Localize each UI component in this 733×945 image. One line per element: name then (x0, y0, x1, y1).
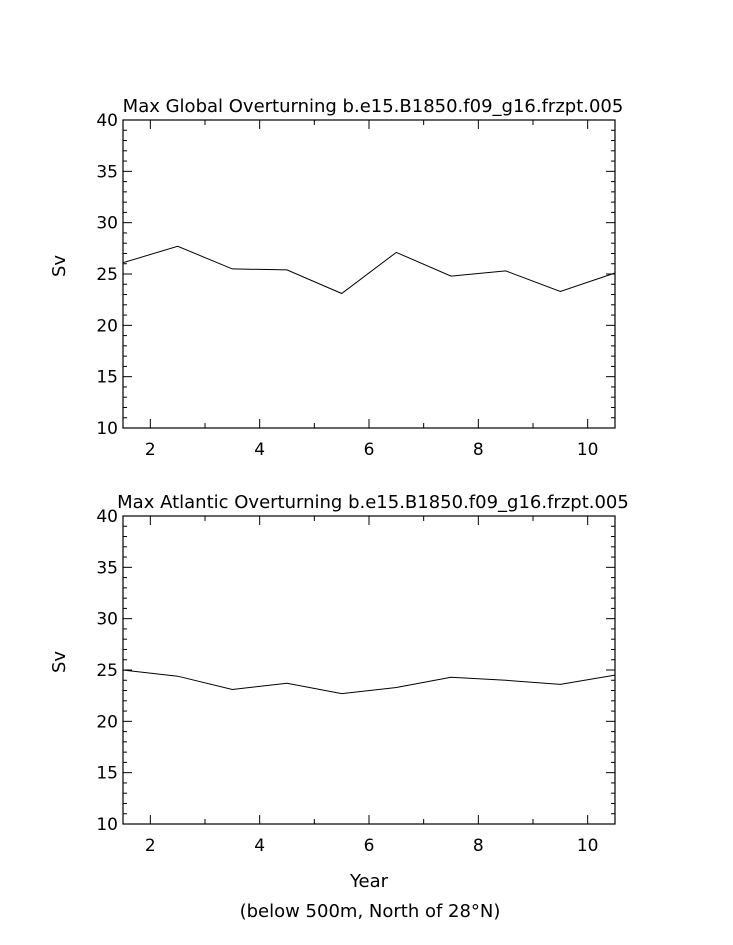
plot-frame (122, 119, 616, 429)
x-tick-label: 2 (145, 440, 156, 460)
series-line (122, 245, 616, 295)
x-tick-label: 8 (473, 836, 484, 856)
x-tick-label: 6 (364, 440, 375, 460)
chart-title: Max Atlantic Overturning b.e15.B1850.f09… (117, 492, 629, 513)
y-tick-label: 15 (96, 764, 118, 784)
x-tick-label: 10 (577, 836, 599, 856)
x-tick-label: 6 (364, 836, 375, 856)
footer-note: (below 500m, North of 28°N) (240, 901, 501, 922)
y-axis-label: Sv (49, 255, 70, 277)
plot-frame (122, 515, 616, 825)
y-tick-label: 20 (96, 712, 118, 732)
y-axis-label: Sv (49, 651, 70, 673)
y-tick-label: 10 (96, 815, 118, 835)
y-tick-label: 30 (96, 214, 118, 234)
x-tick-label: 2 (145, 836, 156, 856)
y-tick-label: 30 (96, 610, 118, 630)
y-tick-label: 15 (96, 368, 118, 388)
chart-title: Max Global Overturning b.e15.B1850.f09_g… (123, 96, 624, 117)
series-line (122, 669, 616, 695)
y-tick-label: 35 (96, 162, 118, 182)
x-tick-label: 10 (577, 440, 599, 460)
y-tick-label: 40 (96, 111, 118, 131)
x-axis-label: Year (349, 871, 389, 892)
x-tick-label: 4 (254, 836, 265, 856)
x-tick-label: 4 (254, 440, 265, 460)
y-tick-label: 35 (96, 558, 118, 578)
y-tick-label: 25 (96, 265, 118, 285)
global-overturning-panel: Max Global Overturning b.e15.B1850.f09_g… (49, 96, 623, 460)
atlantic-overturning-panel: Max Atlantic Overturning b.e15.B1850.f09… (49, 492, 629, 892)
y-tick-label: 20 (96, 316, 118, 336)
y-tick-label: 10 (96, 419, 118, 439)
x-tick-label: 8 (473, 440, 484, 460)
y-tick-label: 25 (96, 661, 118, 681)
y-tick-label: 40 (96, 507, 118, 527)
